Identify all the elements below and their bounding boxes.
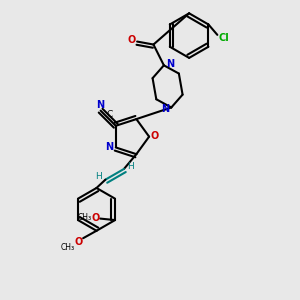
Text: H: H [127,162,134,171]
Text: O: O [74,237,83,247]
Text: CH₃: CH₃ [78,213,92,222]
Text: O: O [128,35,136,45]
Text: N: N [97,100,105,110]
Text: O: O [92,213,100,223]
Text: H: H [95,172,102,181]
Text: N: N [166,59,175,69]
Text: O: O [151,131,159,141]
Text: CH₃: CH₃ [60,243,74,252]
Text: Cl: Cl [218,33,229,43]
Text: N: N [105,142,113,152]
Text: N: N [161,104,169,114]
Text: C: C [107,110,113,119]
